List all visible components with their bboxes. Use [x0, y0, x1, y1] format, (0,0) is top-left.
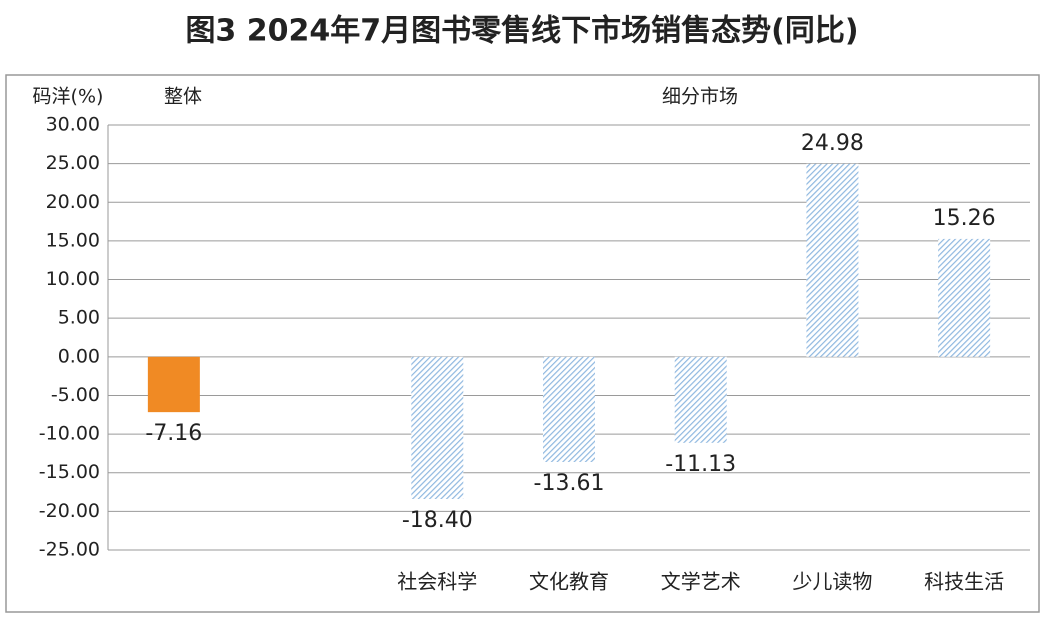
x-tick-label: 社会科学	[397, 570, 477, 594]
value-label: 24.98	[801, 131, 864, 156]
value-label: -7.16	[145, 421, 202, 446]
x-tick-label: 文化教育	[529, 570, 609, 594]
y-tick-label: 10.00	[46, 268, 100, 290]
bar	[938, 238, 991, 357]
y-axis-label: 码洋(%)	[33, 86, 104, 108]
bar	[147, 356, 200, 413]
x-tick-label: 文学艺术	[661, 570, 741, 594]
y-tick-label: -20.00	[39, 500, 100, 522]
value-label: -18.40	[402, 508, 473, 533]
annotation: 整体	[164, 86, 202, 108]
bar	[674, 356, 727, 443]
y-tick-label: 5.00	[58, 307, 100, 329]
y-tick-label: 30.00	[46, 114, 100, 136]
y-tick-label: 15.00	[46, 229, 100, 251]
y-tick-label: -15.00	[39, 461, 100, 483]
y-tick-label: -10.00	[39, 423, 100, 445]
y-tick-label: 0.00	[58, 345, 100, 367]
value-label: -13.61	[534, 471, 605, 496]
y-tick-label: -25.00	[39, 539, 100, 561]
y-tick-label: 20.00	[46, 191, 100, 213]
annotation: 细分市场	[662, 86, 738, 108]
y-tick-label: -5.00	[51, 384, 100, 406]
chart-title: 图3 2024年7月图书零售线下市场销售态势(同比)	[185, 14, 858, 49]
y-tick-label: 25.00	[46, 152, 100, 174]
bar	[806, 163, 859, 357]
bar	[411, 356, 464, 499]
x-tick-label: 科技生活	[924, 570, 1004, 594]
value-label: 15.26	[933, 206, 996, 231]
chart-frame	[5, 74, 1040, 613]
bar	[543, 356, 595, 462]
x-tick-label: 少儿读物	[792, 570, 872, 594]
value-label: -11.13	[665, 452, 736, 477]
